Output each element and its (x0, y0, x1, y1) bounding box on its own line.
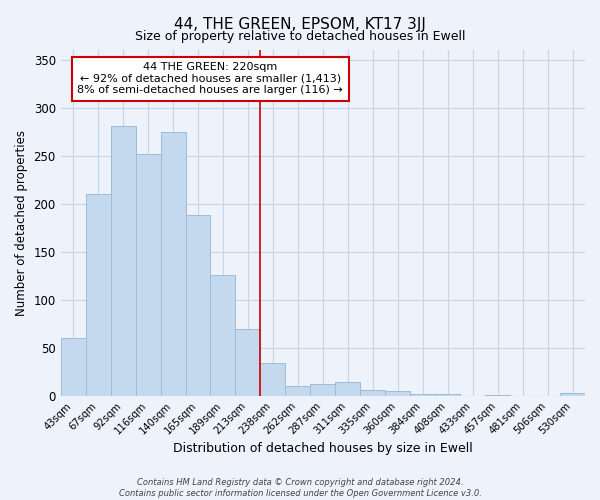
X-axis label: Distribution of detached houses by size in Ewell: Distribution of detached houses by size … (173, 442, 473, 455)
Bar (110, 126, 136, 396)
Bar (435, 394, 460, 396)
Bar (410, 394, 435, 396)
Y-axis label: Number of detached properties: Number of detached properties (15, 130, 28, 316)
Bar (185, 216, 211, 396)
Bar (485, 395, 510, 396)
Bar (161, 132, 185, 396)
Bar (136, 154, 161, 396)
Text: 44, THE GREEN, EPSOM, KT17 3JJ: 44, THE GREEN, EPSOM, KT17 3JJ (174, 18, 426, 32)
Bar (286, 386, 310, 396)
Bar (260, 364, 286, 396)
Bar (61, 338, 86, 396)
Bar (235, 328, 260, 396)
Bar (560, 393, 585, 396)
Bar (310, 384, 335, 396)
Bar (360, 390, 385, 396)
Bar (86, 194, 110, 396)
Bar (335, 382, 360, 396)
Text: Size of property relative to detached houses in Ewell: Size of property relative to detached ho… (135, 30, 465, 43)
Bar (211, 275, 235, 396)
Text: Contains HM Land Registry data © Crown copyright and database right 2024.
Contai: Contains HM Land Registry data © Crown c… (119, 478, 481, 498)
Bar (385, 391, 410, 396)
Text: 44 THE GREEN: 220sqm
← 92% of detached houses are smaller (1,413)
8% of semi-det: 44 THE GREEN: 220sqm ← 92% of detached h… (77, 62, 343, 96)
